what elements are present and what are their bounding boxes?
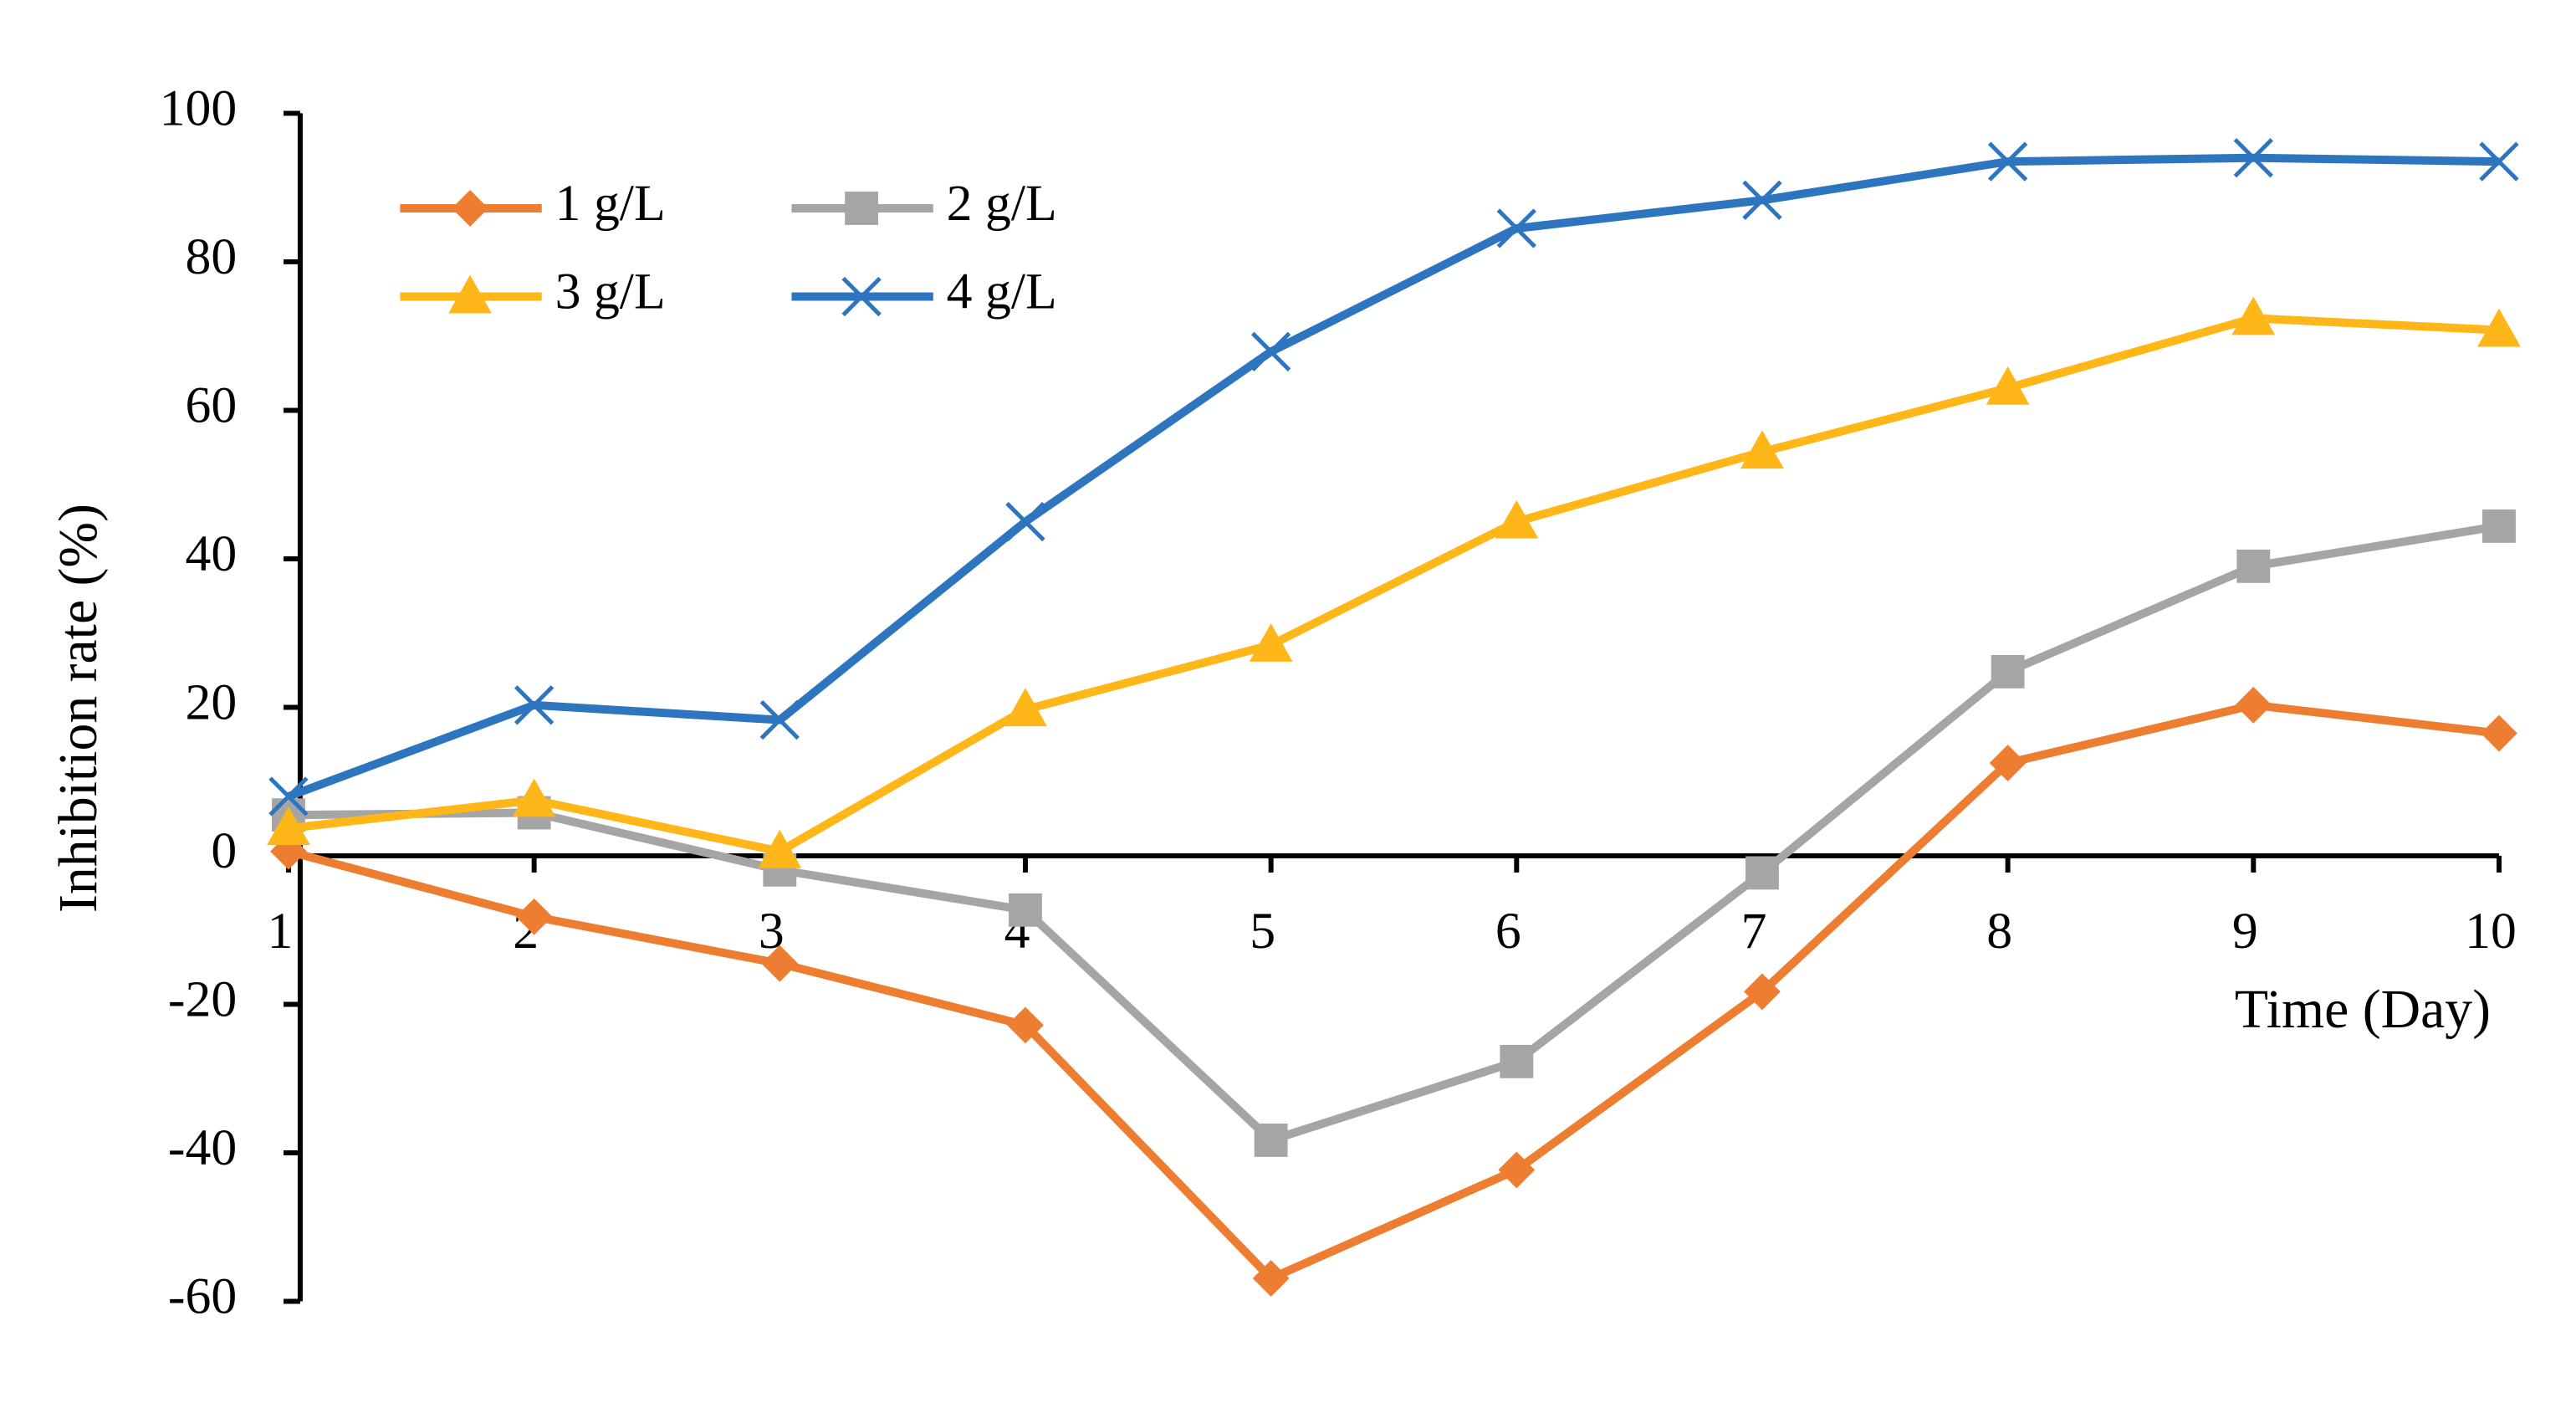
marker (1991, 654, 2025, 689)
marker (1252, 1260, 1290, 1297)
marker (1007, 1006, 1044, 1044)
x-tick-label: 10 (2465, 903, 2517, 960)
marker (515, 898, 553, 935)
marker (1500, 1044, 1534, 1078)
legend-label: 1 g/L (555, 175, 666, 232)
marker (1009, 893, 1042, 927)
y-tick-label: 100 (160, 80, 238, 137)
marker (2482, 509, 2516, 543)
legend-label: 3 g/L (555, 264, 666, 320)
marker (2481, 714, 2517, 752)
marker (2479, 141, 2519, 182)
marker (1986, 366, 2030, 405)
marker (448, 274, 492, 314)
marker (268, 776, 309, 817)
y-tick-label: 40 (185, 525, 237, 582)
marker (452, 190, 488, 227)
legend-item: 4 g/L (791, 264, 1057, 320)
marker (1249, 623, 1293, 662)
series-line (288, 314, 2500, 856)
marker (845, 192, 879, 225)
series-line (287, 700, 2500, 1283)
marker (2235, 686, 2272, 724)
x-tick-label: 5 (1250, 903, 1275, 960)
y-tick-label: -20 (168, 971, 237, 1028)
y-tick-label: -40 (168, 1119, 237, 1176)
marker (1742, 180, 1782, 220)
marker (1005, 501, 1045, 542)
marker (2233, 138, 2273, 178)
marker (2236, 549, 2271, 583)
marker (1254, 1124, 1288, 1157)
legend-label: 2 g/L (947, 175, 1057, 232)
marker (758, 829, 802, 868)
legend-label: 4 g/L (947, 264, 1057, 320)
marker (1987, 141, 2028, 182)
marker (1740, 430, 1784, 469)
y-tick-label: 20 (185, 674, 237, 731)
marker (1496, 208, 1536, 248)
legend-item: 3 g/L (400, 264, 666, 320)
marker (1495, 499, 1539, 539)
x-axis-title: Time (Day) (2235, 979, 2491, 1040)
series-line (288, 522, 2500, 1144)
y-tick-label: 80 (185, 228, 237, 285)
marker (841, 276, 882, 317)
marker (512, 778, 556, 817)
marker (1250, 331, 1291, 372)
legend-item: 1 g/L (400, 175, 666, 232)
marker (1745, 856, 1779, 890)
y-tick-label: -60 (168, 1268, 237, 1325)
x-tick-label: 9 (2232, 903, 2258, 960)
marker (2231, 296, 2276, 335)
x-tick-label: 1 (268, 903, 294, 960)
y-axis-title: Inhibition rate (%) (48, 504, 109, 913)
legend-item: 2 g/L (791, 175, 1057, 232)
x-tick-label: 8 (1986, 903, 2012, 960)
y-tick-label: 60 (185, 377, 237, 434)
marker (514, 685, 555, 725)
x-tick-label: 7 (1741, 903, 1767, 960)
series-line (287, 153, 2500, 801)
marker (759, 699, 800, 740)
marker (2477, 308, 2521, 347)
y-tick-label: 0 (211, 822, 237, 879)
marker (267, 806, 310, 846)
marker (1498, 1151, 1536, 1189)
marker (1004, 688, 1047, 727)
x-tick-label: 6 (1495, 903, 1521, 960)
